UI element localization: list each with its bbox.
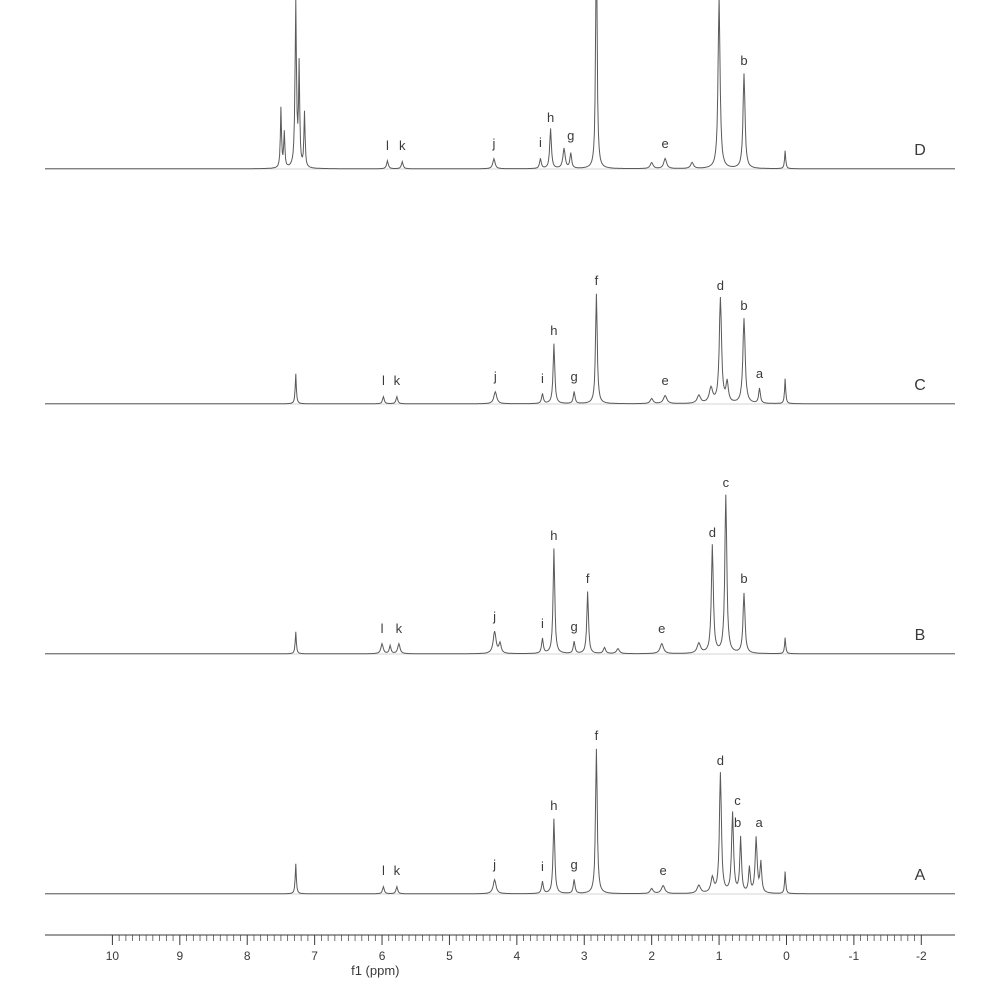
peak-label-C-i: i [541,371,544,386]
nmr-stacked-spectra: mlkjihgfedbDlkjihgfedbaClkjihgfedcbBlkji… [0,0,981,1000]
peak-label-C-k: k [394,373,401,388]
peak-label-B-k: k [396,621,403,636]
x-tick-label: 9 [176,949,183,963]
peak-label-B-d: d [709,525,716,540]
peak-label-A-d: d [717,753,724,768]
peak-label-A-c: c [734,793,741,808]
peak-label-A-f: f [595,728,599,743]
peak-label-D-h: h [547,110,554,125]
peak-label-B-e: e [658,621,665,636]
peak-label-A-e: e [660,863,667,878]
peak-label-B-i: i [541,616,544,631]
peak-label-D-e: e [662,136,669,151]
spectrum-A [45,749,955,894]
peak-label-B-c: c [723,475,730,490]
peak-label-A-b: b [734,815,741,830]
peak-label-D-i: i [539,135,542,150]
panel-label-A: A [915,867,926,884]
peak-label-A-k: k [394,863,401,878]
panel-label-B: B [915,627,926,644]
spectrum-C [45,294,955,404]
peak-label-B-f: f [586,571,590,586]
peak-label-C-j: j [493,369,497,384]
x-tick-label: 3 [581,949,588,963]
peak-label-D-g: g [567,128,574,143]
x-tick-label: 10 [106,949,120,963]
peak-label-A-j: j [492,857,496,872]
peak-label-C-d: d [717,278,724,293]
peak-label-B-j: j [492,609,496,624]
x-tick-label: 7 [311,949,318,963]
x-axis-label: f1 (ppm) [351,963,399,978]
peak-label-B-h: h [550,528,557,543]
peak-label-C-f: f [595,273,599,288]
x-tick-label: 0 [783,949,790,963]
peak-label-A-h: h [550,798,557,813]
nmr-svg: mlkjihgfedbDlkjihgfedbaClkjihgfedcbBlkji… [0,0,981,1000]
peak-label-C-l: l [382,373,385,388]
x-tick-label: 5 [446,949,453,963]
peak-label-B-b: b [740,571,747,586]
peak-label-D-l: l [386,138,389,153]
peak-label-D-k: k [399,138,406,153]
peak-label-B-l: l [381,621,384,636]
peak-label-C-h: h [550,323,557,338]
x-tick-label: -2 [916,949,927,963]
peak-label-B-g: g [571,619,578,634]
peak-label-D-b: b [740,53,747,68]
peak-label-D-j: j [491,136,495,151]
x-tick-label: 6 [379,949,386,963]
x-tick-label: -1 [849,949,860,963]
panel-label-D: D [914,142,926,159]
peak-label-C-e: e [662,373,669,388]
peak-label-C-g: g [571,369,578,384]
x-tick-label: 2 [648,949,655,963]
peak-label-A-g: g [571,857,578,872]
x-tick-label: 4 [514,949,521,963]
peak-label-A-a: a [756,815,764,830]
peak-label-C-b: b [740,298,747,313]
peak-label-A-l: l [382,863,385,878]
panel-label-C: C [914,377,926,394]
x-tick-label: 1 [716,949,723,963]
spectrum-B [45,495,955,654]
peak-label-C-a: a [756,366,764,381]
x-tick-label: 8 [244,949,251,963]
spectrum-D [45,0,955,169]
peak-label-A-i: i [541,859,544,874]
